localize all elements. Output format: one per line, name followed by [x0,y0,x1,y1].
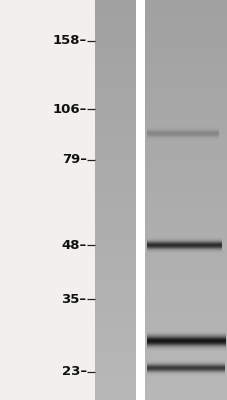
Text: 79–: 79– [61,153,86,166]
Text: 48–: 48– [61,239,86,252]
Text: 106–: 106– [52,102,86,116]
Text: 158–: 158– [52,34,86,47]
Text: 35–: 35– [61,293,86,306]
Text: 23–: 23– [61,365,86,378]
